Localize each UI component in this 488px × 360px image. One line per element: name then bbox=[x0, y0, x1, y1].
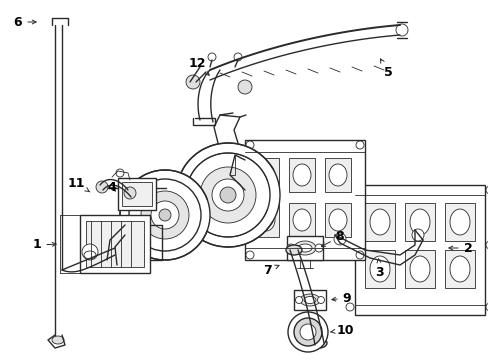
Bar bbox=[325, 203, 350, 237]
Ellipse shape bbox=[304, 297, 315, 303]
Circle shape bbox=[485, 241, 488, 249]
Bar bbox=[444, 250, 474, 288]
Circle shape bbox=[185, 75, 200, 89]
Circle shape bbox=[238, 80, 251, 94]
Circle shape bbox=[299, 324, 315, 340]
Bar bbox=[252, 158, 279, 192]
Text: 8: 8 bbox=[321, 230, 344, 246]
Circle shape bbox=[287, 312, 327, 352]
Ellipse shape bbox=[52, 336, 64, 344]
Circle shape bbox=[159, 209, 171, 221]
Bar bbox=[364, 250, 394, 288]
Text: 12: 12 bbox=[188, 57, 209, 75]
Ellipse shape bbox=[84, 251, 96, 259]
Ellipse shape bbox=[257, 209, 274, 231]
Text: 1: 1 bbox=[33, 239, 56, 252]
Ellipse shape bbox=[297, 244, 311, 252]
Bar bbox=[118, 178, 156, 210]
Circle shape bbox=[200, 167, 256, 223]
Text: 3: 3 bbox=[375, 259, 384, 279]
Circle shape bbox=[176, 143, 280, 247]
Circle shape bbox=[485, 303, 488, 311]
Text: 11: 11 bbox=[67, 176, 90, 192]
Circle shape bbox=[346, 303, 353, 311]
Circle shape bbox=[346, 241, 353, 249]
Bar bbox=[244, 140, 364, 260]
Bar bbox=[293, 290, 325, 310]
Ellipse shape bbox=[449, 256, 469, 282]
Circle shape bbox=[245, 251, 253, 259]
Bar bbox=[86, 221, 143, 267]
Bar bbox=[404, 250, 434, 288]
Circle shape bbox=[485, 186, 488, 194]
Bar bbox=[364, 203, 394, 241]
Ellipse shape bbox=[299, 294, 319, 306]
Ellipse shape bbox=[328, 164, 346, 186]
Text: 5: 5 bbox=[380, 59, 391, 78]
Bar bbox=[286, 236, 323, 260]
Bar bbox=[325, 158, 350, 192]
Ellipse shape bbox=[310, 338, 326, 348]
Text: 4: 4 bbox=[107, 180, 116, 194]
Bar bbox=[288, 203, 314, 237]
Ellipse shape bbox=[292, 209, 310, 231]
Bar bbox=[252, 203, 279, 237]
Circle shape bbox=[185, 153, 269, 237]
Circle shape bbox=[82, 244, 98, 260]
Circle shape bbox=[245, 141, 253, 149]
Ellipse shape bbox=[285, 245, 302, 255]
Ellipse shape bbox=[292, 164, 310, 186]
Circle shape bbox=[124, 187, 136, 199]
Ellipse shape bbox=[313, 340, 324, 346]
Ellipse shape bbox=[328, 209, 346, 231]
Circle shape bbox=[355, 141, 363, 149]
Bar bbox=[80, 215, 150, 273]
Bar bbox=[404, 203, 434, 241]
Text: 7: 7 bbox=[263, 264, 279, 276]
Ellipse shape bbox=[369, 256, 389, 282]
Circle shape bbox=[317, 297, 324, 303]
Circle shape bbox=[207, 53, 216, 61]
Circle shape bbox=[355, 251, 363, 259]
Ellipse shape bbox=[293, 241, 315, 255]
Bar bbox=[444, 203, 474, 241]
Circle shape bbox=[286, 244, 294, 252]
Ellipse shape bbox=[409, 256, 429, 282]
Ellipse shape bbox=[449, 209, 469, 235]
Bar bbox=[354, 185, 484, 315]
Text: 10: 10 bbox=[330, 324, 353, 337]
Circle shape bbox=[411, 229, 423, 241]
Circle shape bbox=[220, 187, 236, 203]
Circle shape bbox=[293, 318, 321, 346]
Circle shape bbox=[116, 169, 124, 177]
Text: 9: 9 bbox=[331, 292, 350, 305]
Circle shape bbox=[314, 244, 323, 252]
Circle shape bbox=[129, 179, 201, 251]
Text: 2: 2 bbox=[448, 242, 471, 255]
Circle shape bbox=[141, 191, 189, 239]
Circle shape bbox=[346, 186, 353, 194]
Ellipse shape bbox=[409, 209, 429, 235]
Text: 6: 6 bbox=[14, 15, 36, 28]
Circle shape bbox=[333, 233, 346, 245]
Ellipse shape bbox=[257, 164, 274, 186]
Bar bbox=[288, 158, 314, 192]
Ellipse shape bbox=[369, 209, 389, 235]
Circle shape bbox=[96, 181, 108, 193]
Circle shape bbox=[234, 53, 242, 61]
Circle shape bbox=[151, 201, 179, 229]
Bar bbox=[122, 182, 152, 206]
Circle shape bbox=[295, 297, 302, 303]
Circle shape bbox=[120, 170, 209, 260]
Circle shape bbox=[395, 24, 407, 36]
Circle shape bbox=[212, 179, 244, 211]
